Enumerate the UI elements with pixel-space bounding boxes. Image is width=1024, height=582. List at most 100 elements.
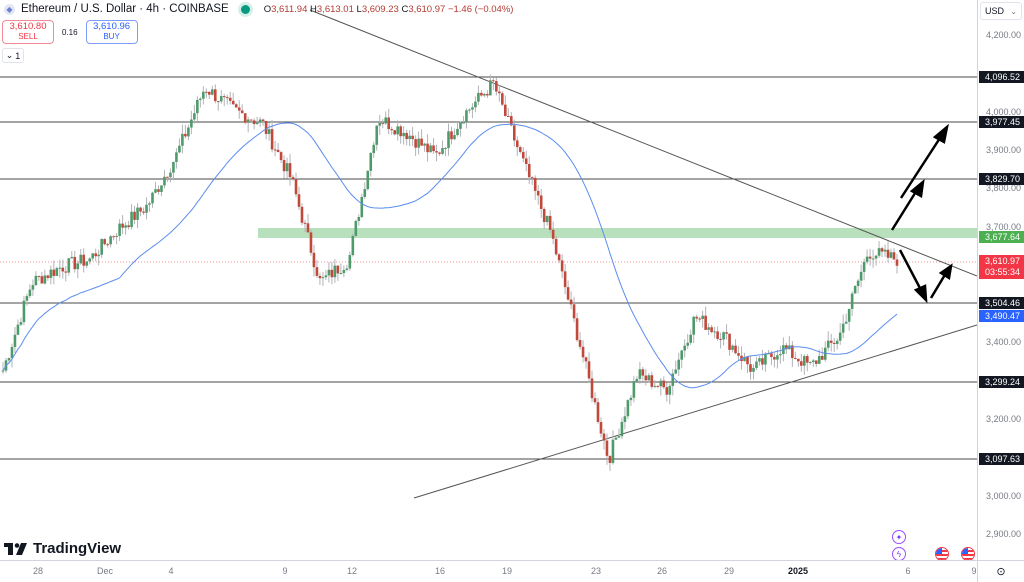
candle bbox=[315, 267, 319, 276]
candle bbox=[172, 161, 175, 173]
candle bbox=[151, 192, 154, 204]
time-scale[interactable]: 28 Dec 4 9 12 16 19 23 26 29 2025 6 9 bbox=[0, 560, 977, 582]
candle bbox=[372, 144, 376, 154]
candle bbox=[447, 131, 450, 149]
candle bbox=[728, 333, 731, 350]
candle bbox=[518, 147, 522, 152]
candle bbox=[13, 334, 17, 347]
candle bbox=[210, 89, 214, 95]
buy-button[interactable]: 3,610.96 BUY bbox=[85, 20, 138, 44]
candle bbox=[524, 158, 528, 164]
candle bbox=[665, 387, 669, 395]
time-tick: 4 bbox=[168, 566, 174, 576]
projection-arrows[interactable] bbox=[890, 123, 953, 304]
sell-button[interactable]: 3,610.80 SELL bbox=[2, 20, 54, 44]
time-tick: 23 bbox=[590, 566, 602, 576]
candle bbox=[196, 99, 199, 114]
candle bbox=[492, 80, 495, 82]
candle bbox=[650, 375, 654, 387]
candle bbox=[324, 275, 328, 278]
candle bbox=[127, 225, 130, 228]
candle bbox=[22, 300, 26, 323]
candle bbox=[530, 177, 534, 179]
candle bbox=[453, 135, 456, 140]
candle bbox=[228, 97, 232, 101]
candle bbox=[402, 132, 405, 137]
candle bbox=[590, 378, 594, 399]
price-scale[interactable]: 4,200.00 4,000.00 3,900.00 3,800.00 3,70… bbox=[977, 0, 1024, 560]
symbol-title[interactable]: Ethereum / U.S. Dollar · 4h · COINBASE bbox=[21, 3, 229, 15]
ascending-trendline[interactable] bbox=[413, 324, 977, 499]
candle bbox=[384, 117, 388, 124]
candle bbox=[811, 360, 815, 363]
candle bbox=[521, 151, 525, 159]
candle bbox=[246, 119, 250, 123]
candle bbox=[414, 139, 417, 148]
candle bbox=[698, 318, 701, 320]
candle bbox=[249, 119, 253, 121]
candle bbox=[644, 375, 648, 381]
candle bbox=[656, 385, 660, 387]
candle bbox=[806, 356, 809, 363]
currency-selector[interactable]: USD ⌄ bbox=[980, 2, 1022, 20]
us-flag-event-icon[interactable] bbox=[961, 547, 975, 560]
candle bbox=[112, 236, 115, 238]
candle bbox=[285, 163, 289, 172]
candle bbox=[357, 216, 361, 221]
candle bbox=[814, 360, 818, 364]
candle bbox=[61, 267, 65, 272]
candle bbox=[333, 265, 337, 278]
candle bbox=[749, 364, 752, 372]
candle bbox=[294, 179, 298, 195]
candle bbox=[231, 100, 235, 105]
candle bbox=[725, 332, 728, 334]
candle bbox=[557, 254, 561, 261]
candle bbox=[504, 104, 507, 116]
candle bbox=[70, 256, 74, 259]
candle bbox=[659, 380, 663, 387]
candle bbox=[638, 369, 642, 379]
candle bbox=[16, 324, 20, 335]
candle bbox=[713, 331, 716, 333]
tradingview-logo[interactable]: TradingView bbox=[4, 540, 121, 557]
candle bbox=[7, 358, 11, 361]
candle bbox=[542, 208, 546, 223]
candle bbox=[40, 276, 44, 284]
chart-pane[interactable]: ◆ Ethereum / U.S. Dollar · 4h · COINBASE… bbox=[0, 0, 977, 560]
candle bbox=[791, 345, 794, 358]
candle bbox=[55, 268, 59, 276]
candle bbox=[847, 308, 851, 322]
lightning-event-icon[interactable]: ϟ bbox=[892, 547, 906, 560]
candle bbox=[548, 215, 552, 230]
candle bbox=[853, 286, 857, 294]
candle bbox=[181, 133, 184, 146]
candle bbox=[393, 130, 396, 135]
candle bbox=[208, 91, 211, 95]
support-resistance-zone[interactable] bbox=[258, 228, 977, 238]
time-tick: 9 bbox=[282, 566, 288, 576]
horizontal-levels[interactable] bbox=[0, 76, 977, 460]
level-label-3097: 3,097.63 bbox=[979, 453, 1024, 465]
time-tick: 2025 bbox=[787, 566, 809, 576]
candlestick-chart[interactable] bbox=[0, 0, 977, 560]
descending-trendline[interactable] bbox=[309, 9, 977, 277]
candle bbox=[486, 93, 489, 96]
candle bbox=[683, 345, 687, 351]
candle bbox=[536, 190, 540, 196]
candle bbox=[205, 91, 208, 93]
candle bbox=[49, 269, 53, 278]
candle bbox=[629, 397, 633, 401]
indicators-toggle[interactable]: ⌄ 1 bbox=[2, 48, 24, 63]
market-open-status-icon[interactable] bbox=[240, 4, 250, 14]
candle bbox=[575, 318, 579, 341]
candle bbox=[620, 421, 624, 437]
us-flag-event-icon[interactable] bbox=[935, 547, 949, 560]
candle bbox=[28, 289, 32, 297]
candle bbox=[82, 254, 86, 266]
sparkle-event-icon[interactable]: ✦ bbox=[892, 530, 906, 544]
chart-settings-button[interactable]: ⊙ bbox=[977, 560, 1024, 582]
candle bbox=[252, 120, 256, 124]
candle bbox=[545, 215, 549, 223]
time-tick: 29 bbox=[723, 566, 735, 576]
candle bbox=[572, 304, 576, 319]
